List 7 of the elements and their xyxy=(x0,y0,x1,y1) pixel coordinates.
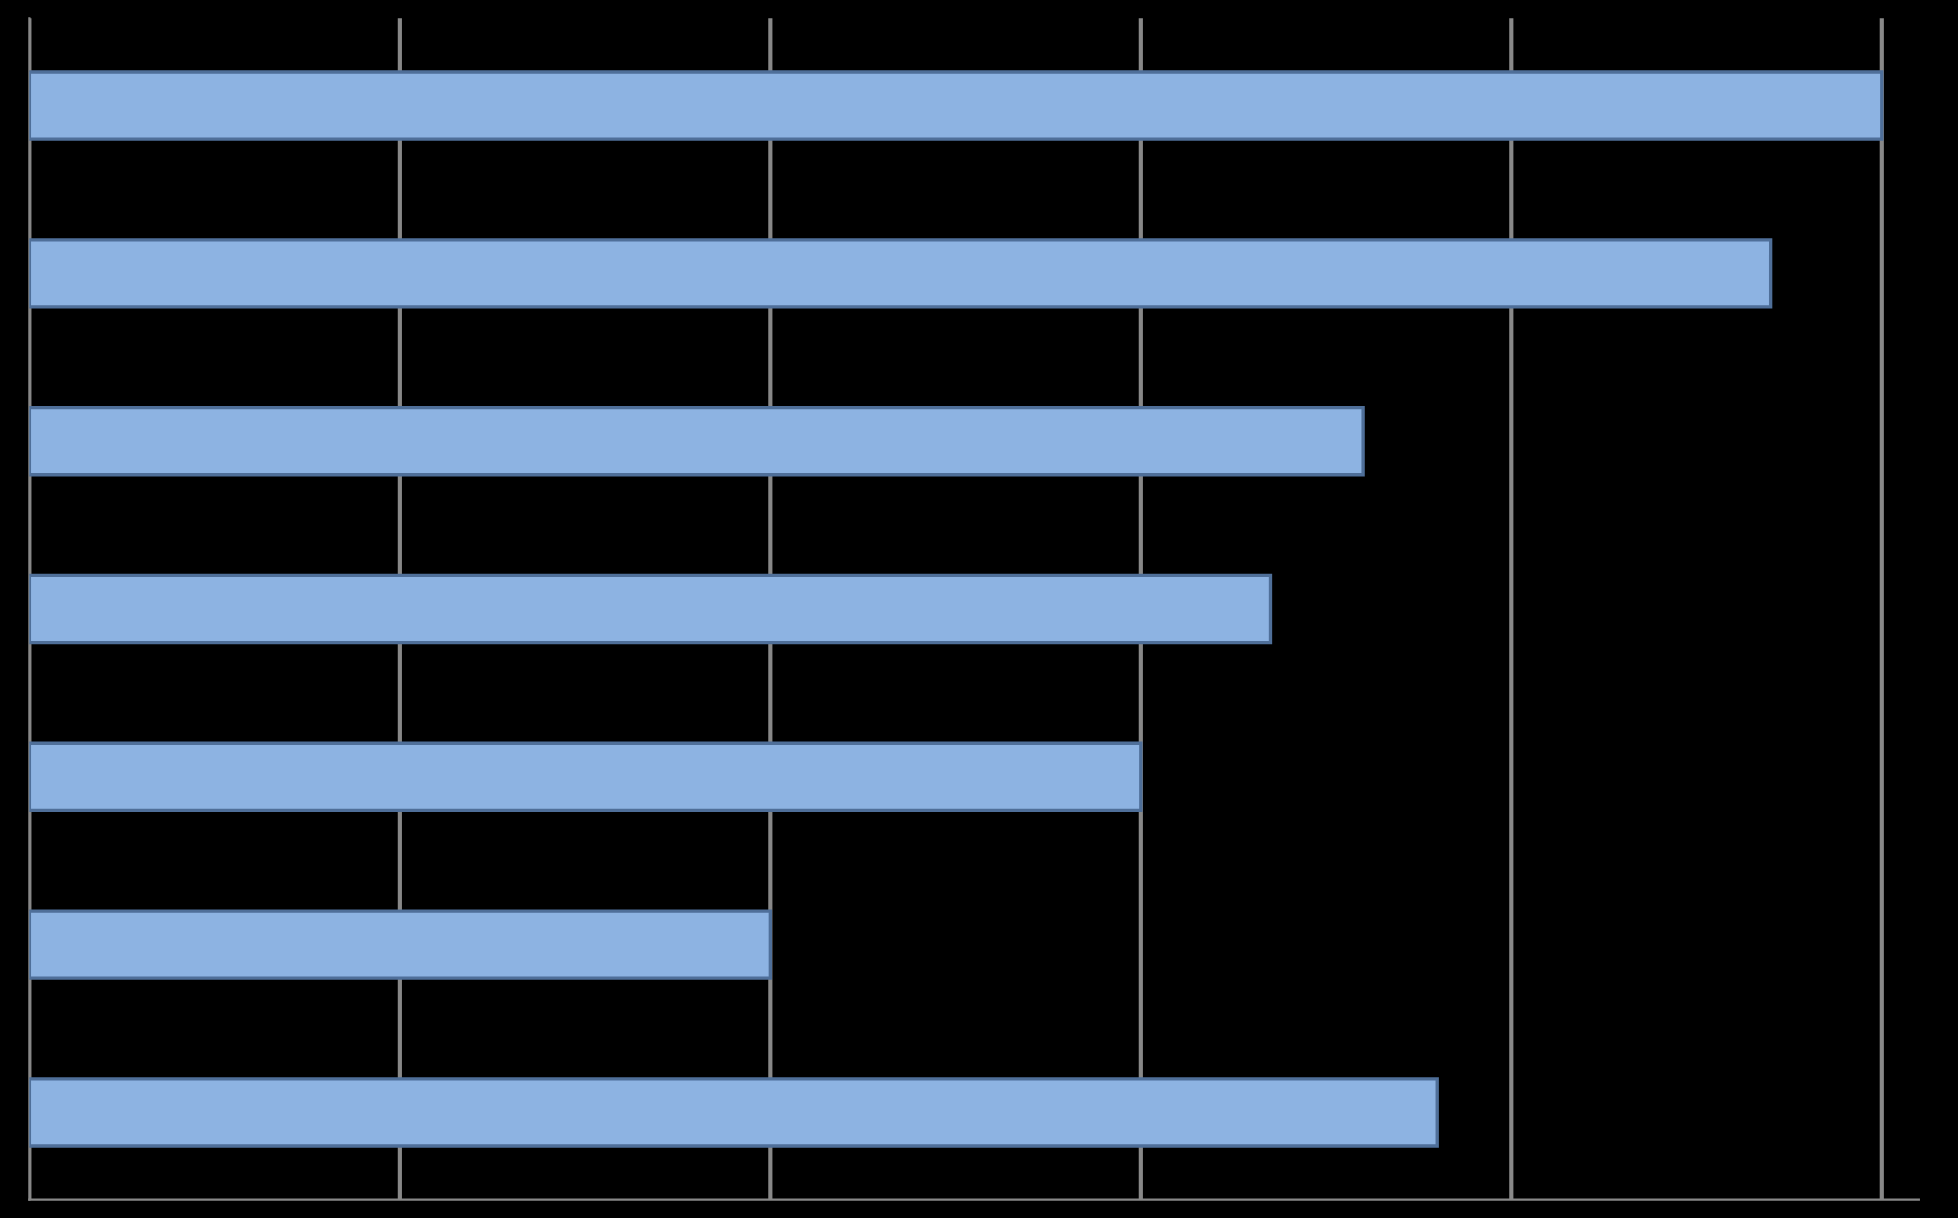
bar xyxy=(29,909,773,980)
bar xyxy=(29,573,1273,645)
bar xyxy=(29,741,1143,813)
bar xyxy=(29,70,1884,141)
bar xyxy=(29,1077,1439,1148)
bar xyxy=(29,238,1773,309)
bar xyxy=(29,405,1365,477)
